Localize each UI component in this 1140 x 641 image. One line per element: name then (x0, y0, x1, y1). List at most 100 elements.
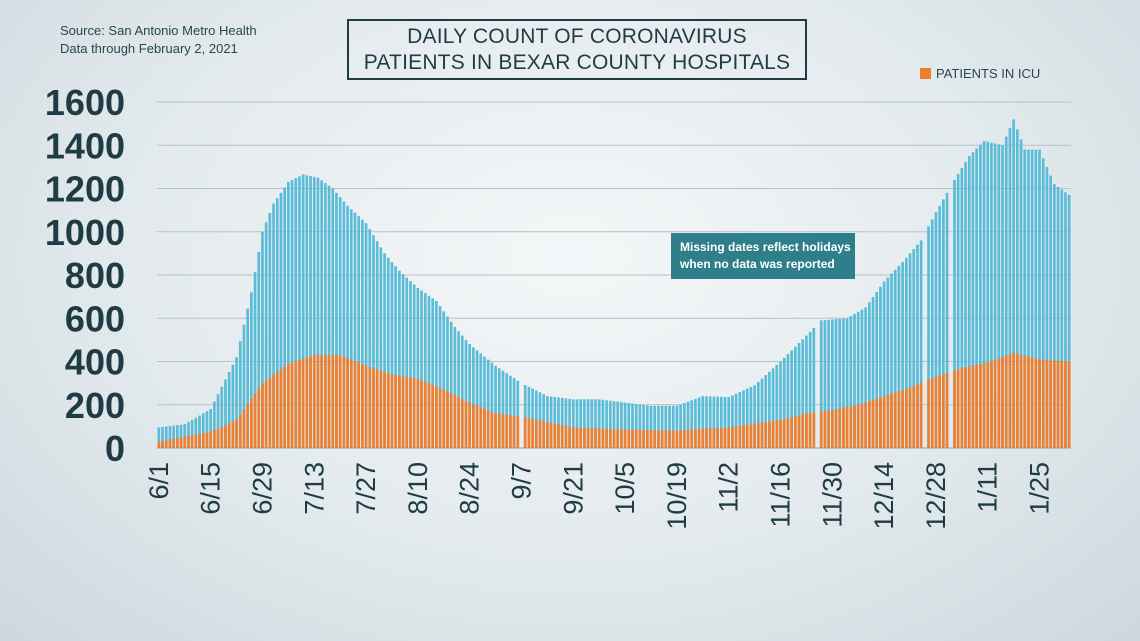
source-note: Source: San Antonio Metro Health Data th… (60, 22, 257, 58)
bar-icu (346, 358, 349, 448)
bar-total (882, 281, 886, 448)
x-tick-label: 6/15 (196, 462, 226, 515)
bar-icu (734, 426, 738, 448)
x-tick-label: 1/11 (973, 462, 1003, 513)
bar-total (460, 335, 464, 448)
bar-icu (964, 367, 967, 448)
bar-total (386, 257, 390, 448)
bar-total (682, 403, 686, 448)
bar-total (564, 398, 568, 448)
x-tick-label: 9/7 (506, 462, 536, 500)
bar-icu (464, 400, 468, 448)
bar-icu (990, 361, 993, 448)
bar-icu (1038, 359, 1041, 448)
bar-icu (760, 422, 764, 448)
bar-total (727, 397, 731, 448)
bar-icu (438, 388, 442, 448)
bar-total (960, 167, 964, 449)
bar-total (897, 265, 901, 448)
x-tick-label: 6/29 (247, 462, 277, 515)
bar-total (187, 422, 190, 448)
bar-total (431, 298, 435, 448)
bar-total (901, 262, 904, 448)
y-tick-label: 400 (65, 342, 125, 383)
title-line-1: DAILY COUNT OF CORONAVIRUS (407, 24, 747, 48)
bar-total (871, 297, 875, 448)
bar-total (723, 397, 727, 448)
missing-dates-note: Missing dates reflect holidays when no d… (671, 233, 855, 279)
bar-icu (176, 438, 179, 448)
bars (157, 119, 1071, 449)
bar-icu (338, 355, 342, 448)
bar-total (594, 399, 597, 448)
bar-icu (879, 397, 882, 448)
bar-icu (797, 415, 801, 448)
bar-icu (583, 427, 586, 448)
bar-total (1004, 136, 1008, 448)
bar-total (990, 142, 993, 448)
bar-total (1019, 139, 1023, 448)
bar-total (912, 249, 916, 448)
bar-icu (1004, 355, 1008, 448)
bar-total (472, 347, 475, 448)
bar-total (457, 331, 460, 448)
x-tick-label: 11/16 (766, 462, 796, 528)
bar-total (309, 176, 312, 449)
bar-icu (527, 418, 531, 448)
bar-total (253, 272, 257, 448)
bar-total (305, 175, 309, 448)
bar-icu (275, 372, 279, 448)
bar-total (542, 394, 546, 448)
bar-icu (860, 403, 864, 448)
bar-total (227, 372, 231, 448)
bar-total (786, 354, 790, 448)
bar-total (283, 187, 286, 448)
bar-total (201, 413, 205, 448)
bar-icu (427, 383, 431, 448)
bar-icu (849, 406, 853, 448)
bar-total (523, 384, 527, 448)
bar-total (701, 396, 705, 448)
x-tick-label: 11/2 (714, 462, 744, 513)
bar-total (908, 253, 912, 448)
bar-icu (779, 419, 782, 448)
bar-icu (1012, 352, 1015, 448)
y-tick-label: 0 (105, 428, 125, 469)
bar-icu (164, 440, 168, 448)
bar-icu (468, 402, 472, 448)
bar-icu (357, 362, 361, 448)
bar-total (438, 306, 442, 448)
bar-icu (660, 430, 664, 448)
bar-icu (853, 405, 856, 448)
bar-total (176, 425, 179, 448)
bar-icu (694, 429, 697, 448)
bar-icu (264, 380, 268, 448)
bar-icu (242, 409, 246, 448)
bar-icu (727, 427, 731, 448)
bar-total (261, 231, 264, 448)
bar-icu (945, 372, 949, 448)
bar-icu (309, 356, 312, 448)
x-tick-label: 8/24 (455, 462, 485, 515)
bar-total (194, 417, 198, 448)
bar-total (490, 362, 494, 448)
bar-icu (486, 410, 490, 448)
bar-total (686, 401, 690, 448)
bar-icu (1016, 353, 1019, 448)
bar-total (605, 400, 608, 448)
x-tick-label: 7/27 (351, 462, 381, 515)
bar-total (346, 205, 349, 448)
bar-total (198, 415, 201, 448)
bar-total (590, 399, 594, 448)
y-tick-label: 200 (65, 385, 125, 426)
bar-icu (342, 356, 346, 448)
bar-total (220, 386, 224, 448)
bar-icu (168, 439, 172, 448)
bar-icu (645, 430, 649, 448)
bar-total (845, 318, 849, 448)
bar-total (342, 201, 346, 448)
bar-total (1008, 127, 1012, 448)
bar-icu (912, 385, 916, 448)
bar-icu (623, 429, 627, 448)
bar-total (827, 319, 830, 448)
